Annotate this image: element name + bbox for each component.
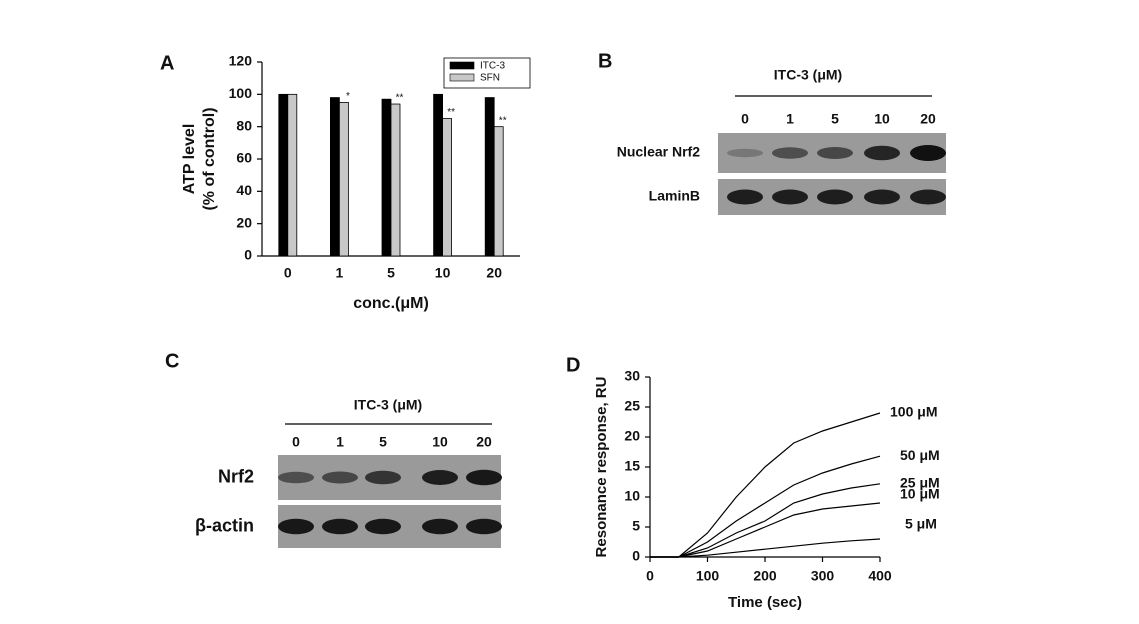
series-line [650,455,881,558]
y-tick-label: 25 [624,398,640,414]
blot-band [365,470,401,485]
y-axis-label: (% of control) [201,107,218,210]
lane-label: 1 [786,111,794,127]
y-tick-label: 15 [624,458,640,474]
row-label: Nuclear Nrf2 [617,144,700,160]
y-tick-label: 5 [632,518,640,534]
bar [278,93,289,257]
bar [329,97,340,257]
series-line [650,538,881,558]
row-label: β-actin [195,515,254,535]
blot-band [322,518,358,535]
blot-band [466,469,502,486]
legend-swatch [449,61,475,70]
bar [390,103,401,257]
lane-label: 5 [379,434,387,450]
blot-band [864,189,900,205]
lane-label: 1 [336,434,344,450]
bar [442,118,453,257]
y-axis-label: Resonance response, RU [593,377,610,558]
blot-band [817,147,853,159]
legend-label: ITC-3 [480,61,505,72]
significance-mark: ** [499,115,507,126]
bar [338,102,349,257]
bar [381,98,392,257]
x-tick-label: 1 [336,265,344,281]
lane-label: 20 [920,111,936,127]
series-line [650,483,881,558]
blot-band [727,189,763,205]
y-tick-label: 40 [236,182,252,198]
series-label: 5 μM [905,516,937,532]
y-tick-label: 60 [236,150,252,166]
blot-band [422,470,458,485]
lane-label: 0 [292,434,300,450]
x-tick-label: 10 [435,265,451,281]
lane-label: 5 [831,111,839,127]
panel-letter: A [160,52,174,74]
lane-label: 10 [874,111,890,127]
y-axis-label: ATP level [181,124,198,195]
x-tick-label: 0 [284,265,292,281]
y-tick-label: 80 [236,117,252,133]
blot-title: ITC-3 (μM) [354,397,422,413]
blot-band [910,189,946,205]
bar [287,93,298,257]
bar [493,126,504,257]
lane-label: 10 [432,434,448,450]
blot-band [910,145,946,161]
y-tick-label: 20 [236,214,252,230]
y-tick-label: 0 [244,247,252,263]
row-label: LaminB [649,188,700,204]
bar [433,93,444,257]
x-tick-label: 5 [387,265,395,281]
series-label: 25 μM [900,475,940,491]
series-line [650,502,881,558]
x-tick-label: 200 [753,568,777,584]
blot-band [278,518,314,535]
blot-band [772,147,808,159]
y-tick-label: 20 [624,428,640,444]
x-tick-label: 0 [646,568,654,584]
blot-band [466,518,502,535]
bar [484,97,495,257]
lane-label: 0 [741,111,749,127]
blot-band [365,518,401,535]
significance-mark: ** [396,93,404,104]
blot-band [727,148,763,158]
blot-band [817,189,853,205]
series-label: 50 μM [900,447,940,463]
blot-band [278,471,314,484]
y-tick-label: 30 [624,368,640,384]
y-tick-label: 100 [229,85,253,101]
x-axis-label: Time (sec) [728,594,802,611]
x-axis-label: conc.(μM) [353,295,429,312]
row-label: Nrf2 [218,466,254,486]
y-tick-label: 0 [632,548,640,564]
panel-letter: B [598,50,612,72]
lane-label: 20 [476,434,492,450]
blot-band [322,471,358,484]
x-tick-label: 100 [696,568,720,584]
panel-letter: C [165,350,179,372]
x-tick-label: 400 [868,568,892,584]
y-tick-label: 120 [229,53,253,69]
significance-mark: * [346,91,350,102]
series-label: 10 μM [900,486,940,502]
significance-mark: ** [447,107,455,118]
x-tick-label: 20 [486,265,502,281]
series-line [650,412,881,558]
x-tick-label: 300 [811,568,835,584]
y-tick-label: 10 [624,488,640,504]
blot-band [772,189,808,205]
blot-band [422,518,458,535]
blot-band [864,145,900,161]
panel-letter: D [566,354,580,376]
legend-label: SFN [480,73,500,84]
legend-swatch [449,73,475,82]
series-label: 100 μM [890,404,937,420]
blot-title: ITC-3 (μM) [774,67,842,83]
